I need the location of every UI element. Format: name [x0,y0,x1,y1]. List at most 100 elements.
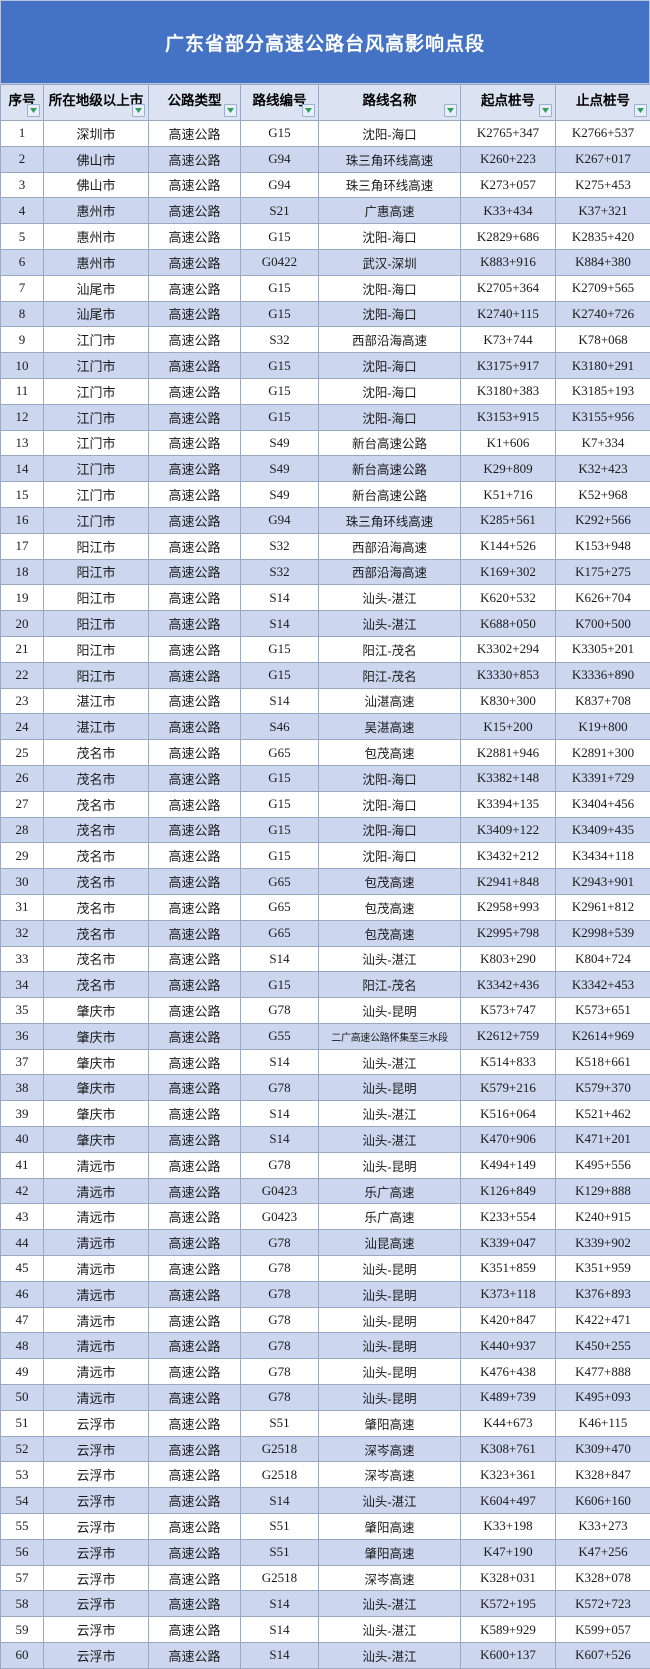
cell-type: 高速公路 [149,714,241,740]
cell-end: K153+948 [556,533,650,559]
column-header-type[interactable]: 公路类型 [149,85,241,121]
filter-dropdown-icon[interactable] [444,104,457,117]
cell-city: 深圳市 [44,121,149,147]
cell-type: 高速公路 [149,1023,241,1049]
cell-name: 吴湛高速 [319,714,461,740]
cell-type: 高速公路 [149,791,241,817]
filter-dropdown-icon[interactable] [634,104,647,117]
cell-city: 茂名市 [44,791,149,817]
table-header: 序号所在地级以上市公路类型路线编号路线名称起点桩号止点桩号 [1,85,650,121]
filter-dropdown-icon[interactable] [302,104,315,117]
cell-seq: 2 [1,146,44,172]
cell-type: 高速公路 [149,765,241,791]
filter-dropdown-icon[interactable] [224,104,237,117]
cell-name: 汕湛高速 [319,688,461,714]
cell-type: 高速公路 [149,740,241,766]
filter-dropdown-icon[interactable] [132,104,145,117]
cell-seq: 32 [1,920,44,946]
cell-type: 高速公路 [149,146,241,172]
column-header-start[interactable]: 起点桩号 [461,85,556,121]
cell-end: K175+275 [556,559,650,585]
column-header-name[interactable]: 路线名称 [319,85,461,121]
column-header-seq[interactable]: 序号 [1,85,44,121]
cell-seq: 54 [1,1488,44,1514]
cell-type: 高速公路 [149,172,241,198]
column-header-code[interactable]: 路线编号 [241,85,319,121]
cell-code: G0423 [241,1204,319,1230]
cell-name: 沈阳-海口 [319,765,461,791]
cell-code: G78 [241,1333,319,1359]
cell-code: S14 [241,1127,319,1153]
cell-code: G78 [241,1385,319,1411]
column-header-city[interactable]: 所在地级以上市 [44,85,149,121]
column-header-end[interactable]: 止点桩号 [556,85,650,121]
filter-dropdown-icon[interactable] [539,104,552,117]
cell-city: 茂名市 [44,946,149,972]
cell-end: K3155+956 [556,404,650,430]
cell-type: 高速公路 [149,224,241,250]
filter-dropdown-icon[interactable] [27,104,40,117]
cell-code: S14 [241,611,319,637]
